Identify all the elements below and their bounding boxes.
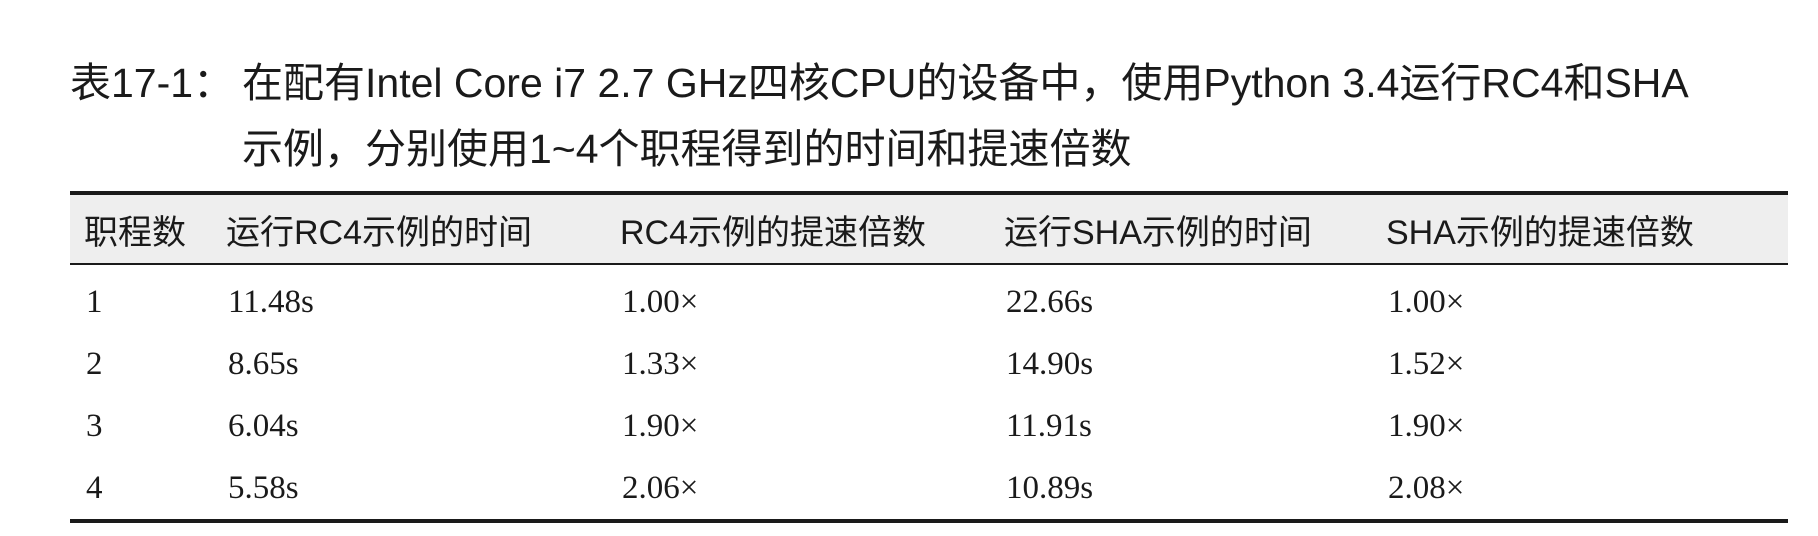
cell-sha-speedup: 2.08×: [1388, 469, 1465, 506]
header-row: 职程数 运行RC4示例的时间 RC4示例的提速倍数 运行SHA示例的时间 SHA…: [70, 193, 1788, 264]
caption-label: 表17-1：: [70, 60, 235, 106]
results-table: 职程数 运行RC4示例的时间 RC4示例的提速倍数 运行SHA示例的时间 SHA…: [70, 191, 1788, 523]
cell-sha-speedup: 1.90×: [1388, 407, 1465, 444]
caption-text-line-1: 在配有Intel Core i7 2.7 GHz四核CPU的设备中，使用Pyth…: [242, 60, 1689, 106]
cell-sha-time: 14.90s: [1006, 345, 1094, 382]
cell-rc4-speedup: 2.06×: [622, 469, 699, 506]
results-table-container: 职程数 运行RC4示例的时间 RC4示例的提速倍数 运行SHA示例的时间 SHA…: [70, 191, 1788, 523]
table-row: 2 8.65s 1.33× 14.90s 1.52×: [70, 333, 1788, 395]
table-row: 4 5.58s 2.06× 10.89s 2.08×: [70, 457, 1788, 521]
header-sha-speedup: SHA示例的提速倍数: [1386, 213, 1694, 252]
cell-rc4-time: 5.58s: [228, 469, 299, 506]
table-row: 1 11.48s 1.00× 22.66s 1.00×: [70, 264, 1788, 333]
table-caption: 表17-1： 在配有Intel Core i7 2.7 GHz四核CPU的设备中…: [70, 50, 1790, 182]
header-workers: 职程数: [84, 213, 186, 252]
cell-rc4-speedup: 1.33×: [622, 345, 699, 382]
cell-sha-time: 11.91s: [1006, 407, 1092, 444]
header-sha-time: 运行SHA示例的时间: [1004, 213, 1312, 252]
cell-rc4-speedup: 1.00×: [622, 283, 699, 320]
cell-rc4-speedup: 1.90×: [622, 407, 699, 444]
cell-workers: 3: [86, 407, 103, 444]
cell-sha-time: 22.66s: [1006, 283, 1094, 320]
cell-rc4-time: 8.65s: [228, 345, 299, 382]
cell-rc4-time: 6.04s: [228, 407, 299, 444]
cell-workers: 1: [86, 283, 103, 320]
table-header: 职程数 运行RC4示例的时间 RC4示例的提速倍数 运行SHA示例的时间 SHA…: [70, 193, 1788, 264]
header-rc4-speedup: RC4示例的提速倍数: [620, 213, 927, 252]
table-row: 3 6.04s 1.90× 11.91s 1.90×: [70, 395, 1788, 457]
cell-workers: 4: [86, 469, 103, 506]
caption-line-2: 示例，分别使用1~4个职程得到的时间和提速倍数: [70, 116, 1790, 182]
cell-sha-speedup: 1.00×: [1388, 283, 1465, 320]
header-rc4-time: 运行RC4示例的时间: [226, 213, 533, 252]
cell-workers: 2: [86, 345, 103, 382]
cell-sha-time: 10.89s: [1006, 469, 1094, 506]
caption-line-1: 表17-1： 在配有Intel Core i7 2.7 GHz四核CPU的设备中…: [70, 50, 1790, 116]
cell-sha-speedup: 1.52×: [1388, 345, 1465, 382]
caption-text-line-2: 示例，分别使用1~4个职程得到的时间和提速倍数: [242, 126, 1132, 172]
cell-rc4-time: 11.48s: [228, 283, 314, 320]
table-body: 1 11.48s 1.00× 22.66s 1.00× 2 8.65s 1.33…: [70, 264, 1788, 521]
